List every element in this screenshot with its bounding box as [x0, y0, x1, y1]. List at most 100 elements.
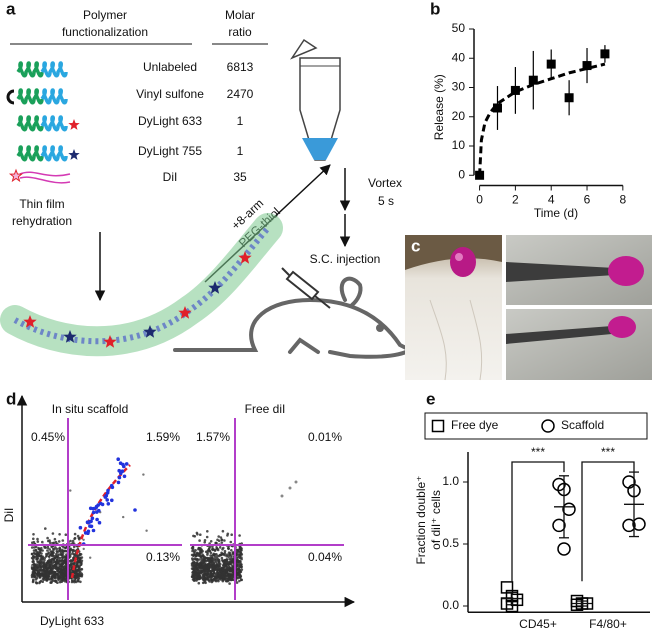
event-dot — [235, 581, 239, 584]
event-dot — [42, 561, 46, 564]
point — [622, 518, 636, 533]
event-dot — [69, 539, 72, 543]
event-dot — [121, 462, 125, 467]
event-dot — [193, 579, 196, 582]
event-dot — [116, 480, 121, 485]
event-dot — [30, 546, 34, 549]
event-dot — [56, 564, 60, 567]
event-dot — [230, 573, 233, 577]
event-dot — [37, 546, 40, 550]
event-dot — [33, 568, 37, 572]
star — [178, 306, 192, 319]
x-tick-label: F4/80+ — [589, 617, 627, 631]
lipid-icon — [19, 171, 71, 184]
event-dot — [227, 551, 231, 554]
event-dot — [58, 546, 62, 550]
event-dot — [221, 572, 224, 576]
star — [238, 251, 252, 264]
event-dot — [209, 556, 213, 560]
event-dot — [78, 553, 82, 556]
event-dot — [231, 575, 234, 579]
event-dot — [51, 565, 55, 569]
event-dot — [36, 537, 39, 541]
quadrant-value: 0.04% — [308, 550, 342, 564]
quadrant-value: 0.45% — [31, 430, 65, 444]
event-dot — [198, 539, 201, 542]
event-dot — [78, 563, 81, 566]
event-dot — [33, 575, 36, 579]
axis-label: DyLight 633 — [40, 614, 104, 628]
event-dot — [45, 552, 48, 556]
event-dot — [240, 548, 243, 552]
event-dot — [69, 489, 72, 492]
event-dot — [78, 525, 83, 530]
event-dot — [231, 552, 235, 556]
event-dot — [57, 540, 61, 543]
event-dot — [61, 554, 64, 557]
event-dot — [32, 555, 36, 559]
event-dot — [64, 533, 68, 536]
event-dot — [219, 562, 222, 566]
event-dot — [61, 564, 64, 567]
event-dot — [42, 564, 45, 567]
event-dot — [58, 533, 61, 536]
event-dot — [40, 558, 43, 562]
event-dot — [41, 555, 45, 559]
event-dot — [88, 506, 93, 511]
event-dot — [231, 571, 234, 575]
header: ratio — [228, 25, 252, 39]
event-dot — [218, 554, 221, 558]
event-dot — [203, 576, 207, 579]
event-dot — [207, 564, 211, 568]
event-dot — [120, 469, 125, 474]
event-dot — [214, 564, 217, 568]
event-dot — [57, 553, 61, 556]
event-dot — [190, 575, 194, 579]
significance-bracket — [511, 461, 565, 582]
y-tick-label: 50 — [452, 21, 466, 35]
event-dot — [47, 551, 51, 554]
row-ratio: 35 — [233, 170, 247, 184]
event-dot — [70, 560, 73, 564]
event-dot — [211, 545, 214, 548]
event-dot — [191, 546, 195, 549]
event-dot — [90, 516, 95, 521]
event-dot — [57, 559, 60, 562]
event-dot — [46, 546, 50, 549]
event-dot — [209, 572, 213, 576]
event-dot — [221, 529, 225, 533]
event-dot — [220, 538, 224, 542]
event-dot — [222, 566, 226, 570]
event-dot — [43, 558, 46, 562]
polymer-icon — [16, 88, 44, 105]
event-dot — [77, 572, 81, 575]
event-dot — [193, 535, 197, 538]
event-dot — [55, 555, 59, 559]
point — [552, 518, 566, 533]
y-axis-label: Release (%) — [432, 74, 446, 140]
y-tick-label: 1.0 — [442, 474, 459, 488]
mouse — [173, 276, 415, 359]
event-dot — [124, 462, 129, 466]
y-axis-label: of diI⁺ cells — [429, 490, 443, 550]
event-dot — [32, 578, 35, 582]
event-dot — [196, 568, 199, 571]
event-dot — [60, 559, 64, 562]
event-dot — [195, 553, 198, 557]
event-dot — [208, 569, 212, 573]
event-dot — [73, 537, 76, 541]
event-dot — [218, 546, 222, 549]
event-dot — [117, 475, 122, 480]
event-dot — [36, 568, 39, 572]
step-label: Vortex — [368, 176, 402, 190]
event-dot — [32, 537, 35, 541]
header: functionalization — [62, 25, 148, 39]
point — [582, 61, 592, 71]
x-tick-label: 2 — [512, 193, 519, 207]
header: Molar — [225, 8, 255, 22]
event-dot — [209, 540, 213, 543]
legend-box — [424, 412, 648, 440]
event-dot — [58, 580, 62, 584]
row-ratio: 2470 — [227, 87, 254, 101]
event-dot — [30, 552, 34, 556]
